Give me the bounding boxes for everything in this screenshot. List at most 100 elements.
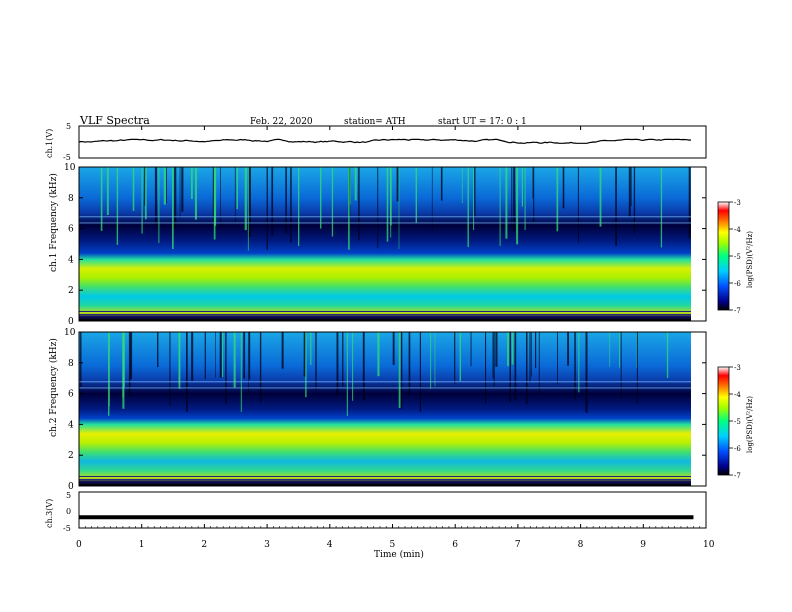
spectrogram-streak: [633, 167, 636, 234]
spectrogram-streak: [493, 332, 495, 387]
y-tick-label: 4: [68, 420, 74, 430]
spectrogram-streak: [599, 167, 602, 227]
spectrogram-streak: [215, 332, 216, 378]
ch2-spectrogram-frame: [78, 331, 707, 487]
spectrogram-streak: [609, 332, 611, 367]
spectrogram-streak: [485, 332, 487, 404]
spectrogram-streak: [628, 167, 631, 217]
spectrogram-hline: [79, 479, 691, 481]
ch3-ytick-top: 5: [66, 491, 71, 500]
spectrogram-streak: [204, 332, 206, 379]
colorbar-tick-label: -7: [734, 307, 741, 315]
colorbar-tick-label: -3: [734, 364, 741, 372]
spectrogram-streak: [336, 332, 339, 396]
x-tick-label: 5: [390, 540, 396, 550]
spectrogram-streak: [233, 332, 236, 388]
spectrogram-streak: [244, 167, 247, 231]
spectrogram-streak: [454, 332, 456, 384]
spectrogram-streak: [346, 332, 348, 417]
y-tick-label: 8: [68, 359, 74, 369]
spectrogram-streak: [305, 332, 307, 398]
spectrogram-streak: [400, 332, 403, 409]
ch2-spectrogram-streaks: [79, 332, 691, 486]
colorbar-tick-label: -6: [734, 280, 741, 288]
spectrogram-streak: [122, 332, 124, 398]
spectrogram-streak: [398, 167, 400, 249]
spectrogram-streak: [392, 332, 395, 365]
ch1-ylabel: ch.1(V): [45, 129, 54, 158]
ch1-colorbar: -3 -4 -5 -6 -7 log(PSD)(V²/Hz): [717, 199, 754, 315]
spectrogram-streak: [80, 332, 82, 387]
ch3-ytick-mid: 0: [66, 507, 71, 516]
spectrogram-streak: [234, 167, 236, 224]
figure-title: VLF Spectra: [79, 114, 150, 127]
time-axis-ticks: 0 1 2 3 4 5 6 7 8 9 10: [76, 126, 715, 550]
spectrogram-streak: [473, 167, 475, 230]
spectrogram-streak: [213, 167, 216, 240]
spectrogram-streak: [181, 167, 184, 212]
ch1-spectrogram-frame: [78, 166, 707, 322]
spectrogram-streak: [577, 167, 579, 243]
spectrogram-streak: [259, 332, 262, 403]
colorbar-tick-label: -7: [734, 472, 741, 480]
spectrogram-streak: [157, 332, 159, 368]
spectrogram-streak: [285, 167, 287, 234]
spectrogram-hline: [79, 381, 691, 383]
spectrogram-hline: [79, 310, 691, 312]
spectrogram-streak: [509, 332, 511, 403]
spectrogram-streak: [271, 167, 274, 236]
ch1-yticks: 0 2 4 6 8 10: [64, 163, 706, 327]
spectrogram-streak: [191, 332, 194, 381]
spectrogram-streak: [212, 167, 215, 223]
spectrogram-streak: [163, 167, 166, 205]
spectrogram-streak: [320, 167, 322, 229]
spectrogram-streak: [538, 332, 540, 395]
spectrogram-streak: [310, 332, 312, 365]
spectrogram-streak: [236, 167, 238, 210]
ch1-spectrogram-panel: 0 2 4 6 8 10 ch.1 Frequency (kHz): [48, 163, 707, 327]
y-tick-label: 4: [68, 255, 74, 265]
spectrogram-streak: [158, 167, 160, 243]
spectrogram-streak: [615, 167, 617, 246]
colorbar-tick-label: -3: [734, 199, 741, 207]
spectrogram-streak: [529, 332, 531, 383]
spectrogram-hline: [79, 387, 691, 389]
spectrogram-streak: [636, 332, 638, 405]
y-tick-label: 10: [64, 328, 76, 338]
spectrogram-streak: [574, 332, 576, 400]
spectrogram-streak: [459, 332, 461, 382]
spectrogram-streak: [557, 332, 558, 385]
spectrogram-streak: [524, 167, 526, 230]
y-tick-label: 8: [68, 194, 74, 204]
spectrogram-streak: [179, 167, 181, 219]
spectrogram-streak: [298, 167, 300, 246]
spectrogram-streak: [666, 332, 669, 379]
spectrogram-streak: [408, 332, 411, 396]
spectrogram-streak: [430, 332, 432, 389]
ch3-ytick-bottom: -5: [63, 524, 71, 533]
ch1-spectrogram-image: [79, 167, 691, 321]
ch2-colorbar-label: log(PSD)(V²/Hz): [746, 396, 754, 453]
spectrogram-streak: [145, 167, 147, 220]
spectrogram-streak: [106, 167, 109, 215]
spectrogram-hline: [79, 319, 691, 321]
spectrogram-streak: [128, 332, 131, 397]
ch1-waveform-line: [78, 138, 692, 144]
spectrogram-streak: [248, 332, 249, 395]
x-tick-label: 2: [201, 540, 207, 550]
spectrogram-streak: [398, 332, 401, 408]
spectrogram-streak: [619, 332, 620, 368]
spectrogram-streak: [219, 332, 222, 378]
y-tick-label: 0: [68, 482, 74, 492]
spectrogram-streak: [243, 332, 246, 379]
ch2-spectrogram-panel: 0 2 4 6 8 10 ch.2 Frequency (kHz): [48, 328, 707, 492]
ch2-yticks: 0 2 4 6 8 10: [64, 328, 706, 492]
ch1-colorbar-ticks: -3 -4 -5 -6 -7: [729, 199, 741, 315]
date-label: Feb. 22, 2020: [250, 117, 313, 127]
x-tick-label: 1: [139, 540, 145, 550]
spectrogram-streak: [141, 167, 143, 234]
spectrogram-streak: [585, 332, 588, 413]
spectrogram-streak: [100, 167, 103, 231]
colorbar-tick-label: -4: [734, 226, 741, 234]
